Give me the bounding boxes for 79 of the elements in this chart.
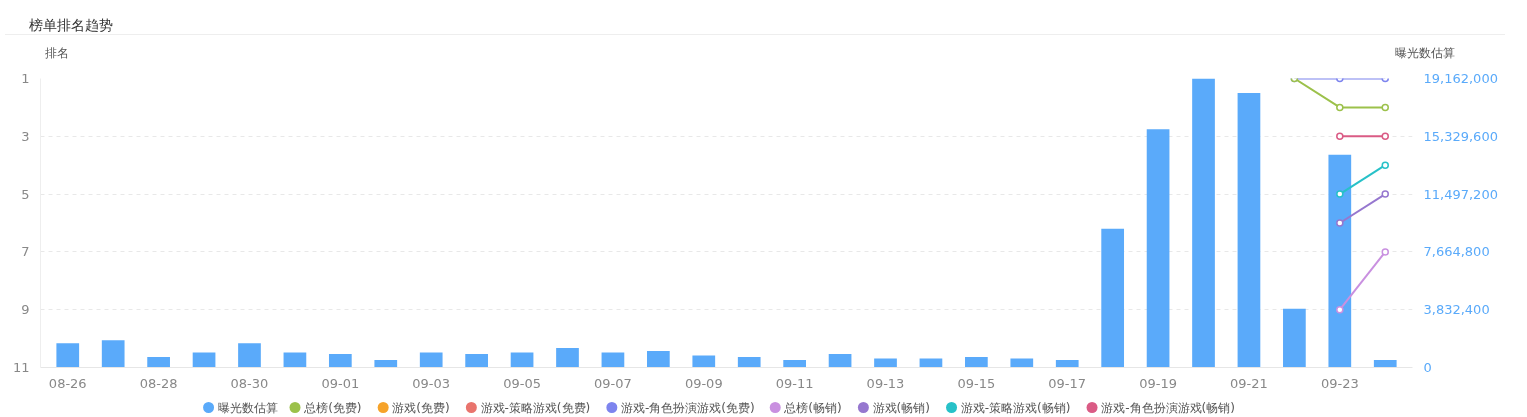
x-tick-label: 08-30 [230, 375, 269, 391]
bar [238, 343, 261, 368]
point [1336, 132, 1344, 141]
y2-tick-label: 3,832,400 [1423, 302, 1490, 318]
legend-label: 游戏-策略游戏(免费) [480, 400, 591, 415]
legend-label: 总榜(免费) [303, 400, 362, 415]
bar [965, 356, 988, 368]
y2-axis-title: 曝光数估算 [1395, 45, 1455, 62]
bar [1237, 93, 1261, 368]
bar [828, 353, 852, 368]
y-tick-label: 5 [21, 186, 30, 202]
bar [601, 352, 625, 368]
x-tick-label: 09-19 [1139, 375, 1177, 391]
legend-label: 总榜(畅销) [783, 400, 842, 415]
bar [1328, 154, 1352, 368]
bar [737, 356, 761, 368]
point [1381, 132, 1389, 141]
bar [647, 350, 670, 368]
legend-label: 游戏-角色扮演游戏(畅销) [1101, 400, 1235, 415]
bar [874, 358, 897, 368]
bar [1283, 308, 1306, 368]
bar [1101, 228, 1125, 368]
bar [1010, 358, 1034, 368]
x-tick-label: 09-05 [503, 375, 541, 391]
x-tick-label: 08-28 [139, 375, 178, 391]
y-tick-label: 9 [21, 302, 30, 318]
y2-tick-label: 19,162,000 [1423, 71, 1498, 86]
point [1381, 248, 1389, 256]
point [1381, 190, 1389, 198]
bar [56, 343, 80, 368]
x-tick-label: 09-03 [412, 375, 451, 391]
x-tick-label: 09-13 [866, 375, 905, 391]
y-tick-label: 3 [21, 128, 30, 144]
legend-label: 曝光数估算 [217, 400, 278, 415]
x-tick-label: 09-11 [775, 375, 814, 391]
legend-label: 游戏(畅销) [872, 400, 930, 415]
bar [419, 352, 443, 368]
bar [101, 340, 125, 368]
x-tick-label: 09-17 [1048, 375, 1087, 391]
x-tick-label: 09-01 [321, 375, 360, 391]
y2-tick-label: 11,497,200 [1423, 186, 1498, 202]
bar [692, 355, 716, 368]
x-tick-label: 09-07 [594, 375, 632, 391]
bar [1146, 129, 1170, 368]
x-tick-label: 08-26 [48, 375, 87, 391]
y-tick-label: 11 [12, 360, 30, 375]
y2-tick-label: 7,664,800 [1423, 244, 1490, 260]
bar [510, 352, 534, 368]
bar [192, 352, 216, 368]
point [1336, 103, 1344, 112]
bar [919, 358, 943, 368]
y2-tick-label: 15,329,600 [1423, 128, 1498, 144]
y2-tick-label: 0 [1423, 360, 1432, 375]
point [1381, 103, 1389, 112]
bar [283, 352, 307, 368]
bar [1055, 359, 1079, 368]
legend-label: 游戏(免费) [392, 400, 450, 415]
point [1336, 219, 1344, 227]
legend-label: 游戏-角色扮演游戏(免费) [620, 400, 755, 415]
bar [1192, 78, 1215, 368]
bar [328, 353, 352, 368]
y-axis-title: 排名 [45, 45, 69, 62]
x-tick-label: 09-15 [957, 375, 996, 391]
x-tick-label: 09-23 [1320, 375, 1359, 391]
x-tick-label: 09-21 [1230, 375, 1268, 391]
x-tick-label: 09-09 [684, 375, 723, 391]
y-tick-label: 1 [21, 71, 30, 86]
bar [1373, 359, 1397, 368]
y-tick-label: 7 [21, 244, 30, 260]
chart-title: 榜单排名趋势 [29, 16, 113, 35]
bar [556, 347, 579, 368]
bar [374, 359, 398, 368]
bar [147, 356, 170, 368]
legend-label: 游戏-策略游戏(畅销) [960, 400, 1071, 415]
point [1381, 161, 1389, 169]
point [1336, 305, 1344, 314]
bar [783, 359, 806, 368]
bar [465, 353, 488, 368]
point [1336, 190, 1344, 198]
